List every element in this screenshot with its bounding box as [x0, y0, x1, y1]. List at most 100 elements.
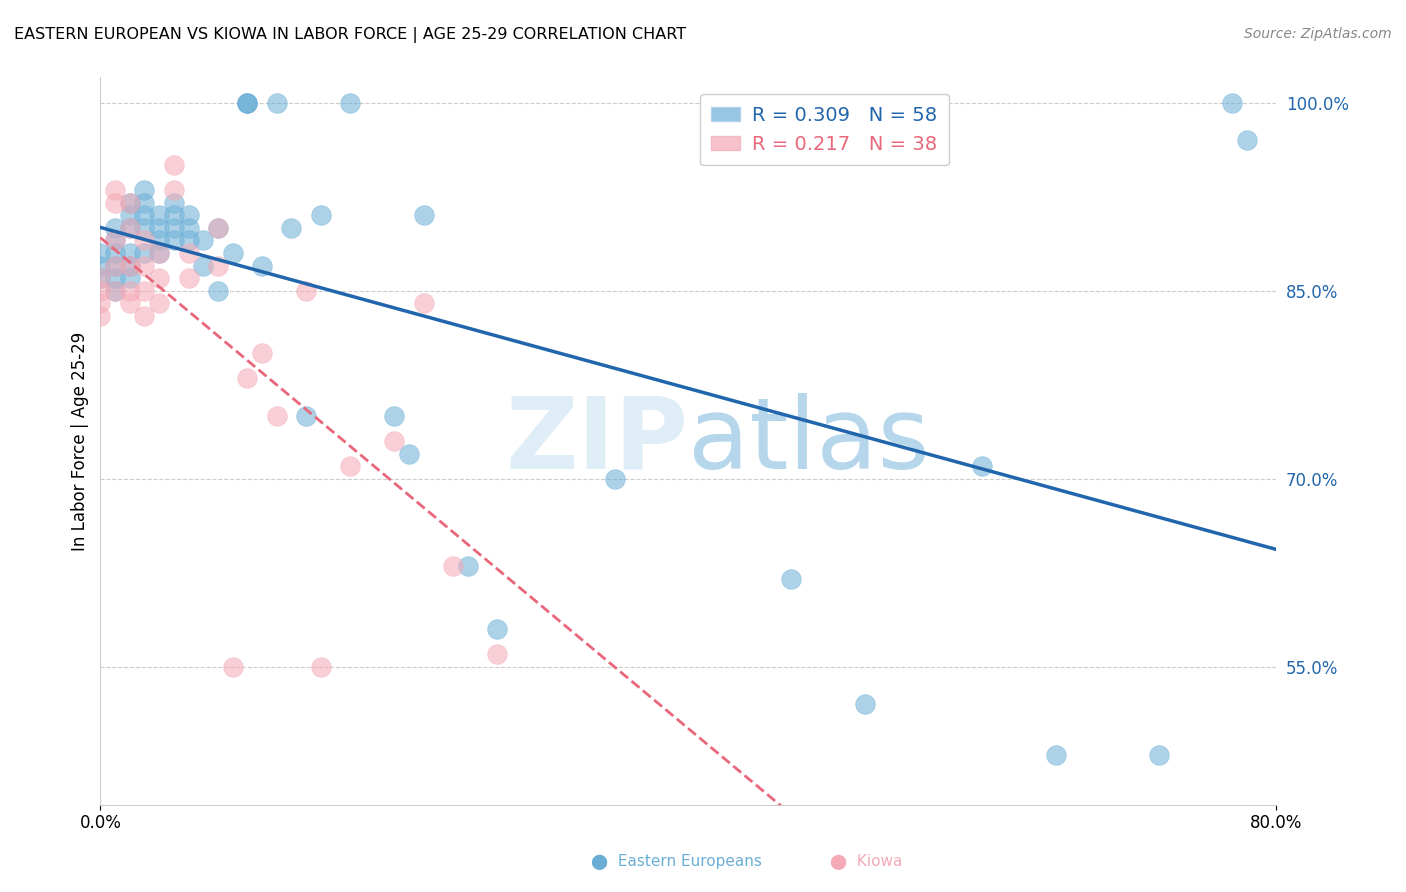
Point	[295, 409, 318, 423]
Point	[104, 246, 127, 260]
Point	[118, 195, 141, 210]
Point	[163, 195, 186, 210]
Point	[207, 220, 229, 235]
Point	[118, 271, 141, 285]
Point	[89, 259, 111, 273]
Point	[134, 234, 156, 248]
Point	[382, 434, 405, 448]
Point	[134, 284, 156, 298]
Point	[148, 246, 170, 260]
Point	[134, 183, 156, 197]
Point	[177, 208, 200, 222]
Point	[853, 698, 876, 712]
Point	[207, 220, 229, 235]
Text: Source: ZipAtlas.com: Source: ZipAtlas.com	[1244, 27, 1392, 41]
Point	[266, 409, 288, 423]
Text: atlas: atlas	[688, 392, 929, 490]
Point	[207, 259, 229, 273]
Point	[412, 296, 434, 310]
Point	[163, 220, 186, 235]
Point	[104, 234, 127, 248]
Point	[134, 208, 156, 222]
Point	[163, 234, 186, 248]
Point	[89, 271, 111, 285]
Point	[148, 296, 170, 310]
Point	[148, 271, 170, 285]
Point	[309, 659, 332, 673]
Text: ⬤  Kiowa: ⬤ Kiowa	[830, 854, 901, 870]
Point	[118, 208, 141, 222]
Point	[104, 220, 127, 235]
Y-axis label: In Labor Force | Age 25-29: In Labor Force | Age 25-29	[72, 332, 89, 550]
Point	[104, 183, 127, 197]
Point	[457, 559, 479, 574]
Point	[339, 95, 361, 110]
Point	[177, 246, 200, 260]
Point	[280, 220, 302, 235]
Point	[1236, 133, 1258, 147]
Point	[118, 195, 141, 210]
Point	[89, 284, 111, 298]
Point	[104, 284, 127, 298]
Point	[398, 447, 420, 461]
Point	[250, 259, 273, 273]
Point	[236, 371, 259, 385]
Point	[266, 95, 288, 110]
Point	[163, 158, 186, 172]
Point	[148, 234, 170, 248]
Point	[295, 284, 318, 298]
Point	[339, 459, 361, 474]
Point	[118, 284, 141, 298]
Point	[309, 208, 332, 222]
Point	[134, 195, 156, 210]
Point	[104, 271, 127, 285]
Point	[134, 309, 156, 323]
Point	[250, 346, 273, 360]
Text: ZIP: ZIP	[505, 392, 688, 490]
Point	[118, 259, 141, 273]
Point	[1220, 95, 1243, 110]
Point	[177, 234, 200, 248]
Point	[1147, 747, 1170, 762]
Point	[221, 659, 243, 673]
Point	[221, 246, 243, 260]
Point	[148, 208, 170, 222]
Point	[89, 271, 111, 285]
Point	[118, 220, 141, 235]
Point	[89, 296, 111, 310]
Point	[236, 95, 259, 110]
Point	[148, 220, 170, 235]
Point	[134, 259, 156, 273]
Point	[193, 234, 215, 248]
Point	[163, 183, 186, 197]
Point	[118, 296, 141, 310]
Point	[118, 246, 141, 260]
Point	[603, 472, 626, 486]
Point	[236, 95, 259, 110]
Point	[104, 234, 127, 248]
Point	[441, 559, 464, 574]
Point	[193, 259, 215, 273]
Point	[118, 259, 141, 273]
Point	[236, 95, 259, 110]
Point	[780, 572, 803, 586]
Point	[104, 259, 127, 273]
Point	[134, 246, 156, 260]
Point	[486, 622, 509, 636]
Point	[104, 284, 127, 298]
Legend: R = 0.309   N = 58, R = 0.217   N = 38: R = 0.309 N = 58, R = 0.217 N = 38	[700, 95, 949, 166]
Point	[89, 246, 111, 260]
Point	[177, 220, 200, 235]
Point	[412, 208, 434, 222]
Point	[118, 220, 141, 235]
Point	[207, 284, 229, 298]
Point	[1045, 747, 1067, 762]
Point	[163, 208, 186, 222]
Point	[89, 309, 111, 323]
Point	[382, 409, 405, 423]
Point	[104, 259, 127, 273]
Point	[134, 220, 156, 235]
Point	[177, 271, 200, 285]
Text: EASTERN EUROPEAN VS KIOWA IN LABOR FORCE | AGE 25-29 CORRELATION CHART: EASTERN EUROPEAN VS KIOWA IN LABOR FORCE…	[14, 27, 686, 43]
Text: ⬤  Eastern Europeans: ⬤ Eastern Europeans	[591, 854, 762, 870]
